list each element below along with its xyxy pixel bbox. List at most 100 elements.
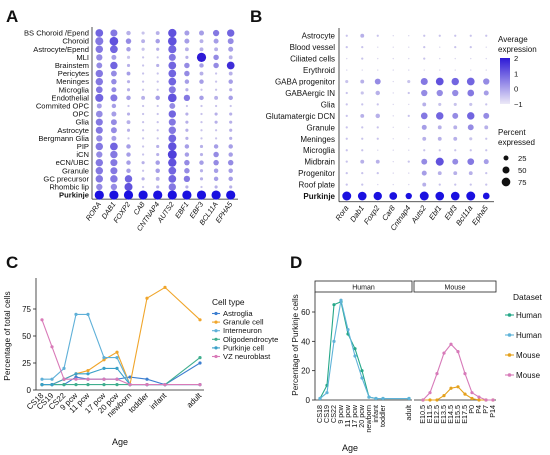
- panel-a-dot: [126, 71, 131, 76]
- panel-b-dot: [375, 90, 380, 96]
- panel-a-dot: [110, 119, 117, 126]
- panel-b-dot: [452, 158, 459, 165]
- panel-d-facet-strip: [413, 280, 497, 293]
- panel-b-row-label: Astrocyte: [302, 32, 336, 41]
- panel-b-dot: [436, 112, 444, 120]
- panel-c-point: [86, 377, 90, 381]
- panel-a-dot: [199, 39, 204, 44]
- panel-c-xtick-label: infant: [148, 391, 169, 412]
- panel-a-dot: [168, 110, 177, 118]
- panel-c-legend-label: Oligodendrocyte: [223, 335, 278, 344]
- panel-label-d: D: [290, 253, 302, 272]
- panel-a-dot: [226, 29, 235, 37]
- panel-c-point: [62, 366, 66, 370]
- panel-b-dot: [466, 77, 475, 86]
- panel-a-dot: [141, 145, 145, 148]
- panel-label-c: C: [6, 253, 18, 272]
- panel-c-point: [102, 383, 106, 387]
- panel-a-dot: [156, 144, 160, 149]
- panel-b-dot: [469, 137, 473, 141]
- panel-a-dot: [96, 62, 103, 69]
- panel-a-dot: [214, 112, 218, 116]
- panel-a-dot: [226, 61, 235, 70]
- panel-b-dot: [485, 34, 488, 37]
- panel-a-dot: [228, 79, 233, 84]
- panel-a-dot: [141, 64, 145, 67]
- panel-b-dot: [345, 126, 348, 129]
- panel-d-point: [435, 372, 439, 376]
- panel-b-dot: [423, 46, 426, 49]
- legend-b-color-tick: 1: [514, 69, 518, 78]
- panel-d-xtick-label: E12.5: [432, 405, 441, 424]
- panel-a-dot: [95, 29, 104, 37]
- panel-b-dot: [361, 46, 364, 49]
- panel-a-dot: [183, 94, 191, 102]
- panel-c-xlabel: Age: [112, 437, 128, 447]
- panel-c-point: [86, 312, 90, 316]
- panel-b-col-label: Foxp2: [362, 203, 382, 226]
- panel-a-dot: [123, 190, 134, 200]
- legend-b-size-label: 50: [518, 166, 526, 175]
- panel-b-dot: [392, 115, 394, 117]
- panel-b-dot: [468, 171, 473, 176]
- panel-d-point: [428, 398, 432, 402]
- panel-a-dot: [228, 71, 233, 76]
- panel-b-row-label: GABA progenitor: [275, 78, 335, 87]
- panel-b-dot: [345, 79, 349, 84]
- panel-b-dot: [435, 157, 444, 166]
- panel-d-point: [325, 391, 329, 395]
- legend-b-color-title-2: expression: [498, 45, 537, 54]
- panel-a-dot: [226, 190, 236, 200]
- panel-a-dot: [156, 129, 159, 132]
- panel-b-dot: [483, 90, 489, 96]
- panel-b-dot: [392, 80, 394, 83]
- panel-d-xtick-label: E13.5: [439, 405, 448, 424]
- panel-c-ytick-label: 25: [22, 359, 31, 368]
- panel-a-dot: [199, 95, 204, 101]
- panel-b-row-label: Roof plate: [299, 181, 336, 190]
- panel-c-point: [50, 377, 54, 381]
- panel-a-dot: [156, 63, 160, 68]
- panel-a-dot: [196, 190, 207, 200]
- panel-b-dot: [361, 103, 364, 106]
- panel-a-row-label: MLI: [76, 53, 89, 62]
- panel-c-legend-label: Astroglia: [223, 309, 253, 318]
- panel-c-xtick-label: adult: [185, 391, 204, 410]
- panel-a-dot: [229, 136, 233, 140]
- panel-c-point: [102, 377, 106, 381]
- panel-b-dot: [345, 46, 348, 49]
- panel-a-dot: [95, 175, 104, 183]
- panel-a-row-label: Commited OPC: [36, 101, 90, 110]
- panel-b-dot: [454, 69, 456, 71]
- panel-c-legend-marker: [214, 311, 218, 316]
- panel-b-dot: [361, 137, 364, 140]
- panel-a-dot: [168, 118, 176, 126]
- panel-a-dot: [199, 63, 204, 68]
- panel-c-point: [74, 377, 78, 381]
- panel-a-dot: [156, 47, 160, 51]
- panel-b-row-label: Glutamatergic DCN: [266, 112, 336, 121]
- panel-a-dot: [228, 46, 234, 52]
- panel-d-xlabel: Age: [342, 443, 358, 453]
- panel-a-dot: [95, 93, 104, 102]
- panel-a-dot: [168, 158, 177, 167]
- panel-a-dot: [141, 88, 145, 91]
- panel-b-dot: [345, 172, 348, 175]
- panel-a-dot: [185, 128, 189, 132]
- panel-a-dot: [111, 111, 117, 117]
- panel-c-point: [102, 356, 106, 360]
- panel-b-dot: [377, 46, 379, 48]
- panel-a-dot: [96, 183, 103, 191]
- panel-a-dot: [214, 47, 219, 52]
- panel-b-dot: [469, 46, 472, 49]
- panel-a-dot: [126, 168, 131, 173]
- panel-d-xtick-label: infant: [371, 405, 380, 423]
- panel-a-dot: [196, 52, 207, 62]
- panel-b-dot: [485, 69, 487, 71]
- panel-b-dot: [408, 126, 410, 129]
- panel-b-dot: [408, 69, 410, 71]
- panel-a-dot: [141, 31, 145, 35]
- panel-a-row-label: Microglia: [59, 85, 90, 94]
- panel-a-dot: [126, 112, 131, 116]
- panel-c-point: [163, 285, 167, 289]
